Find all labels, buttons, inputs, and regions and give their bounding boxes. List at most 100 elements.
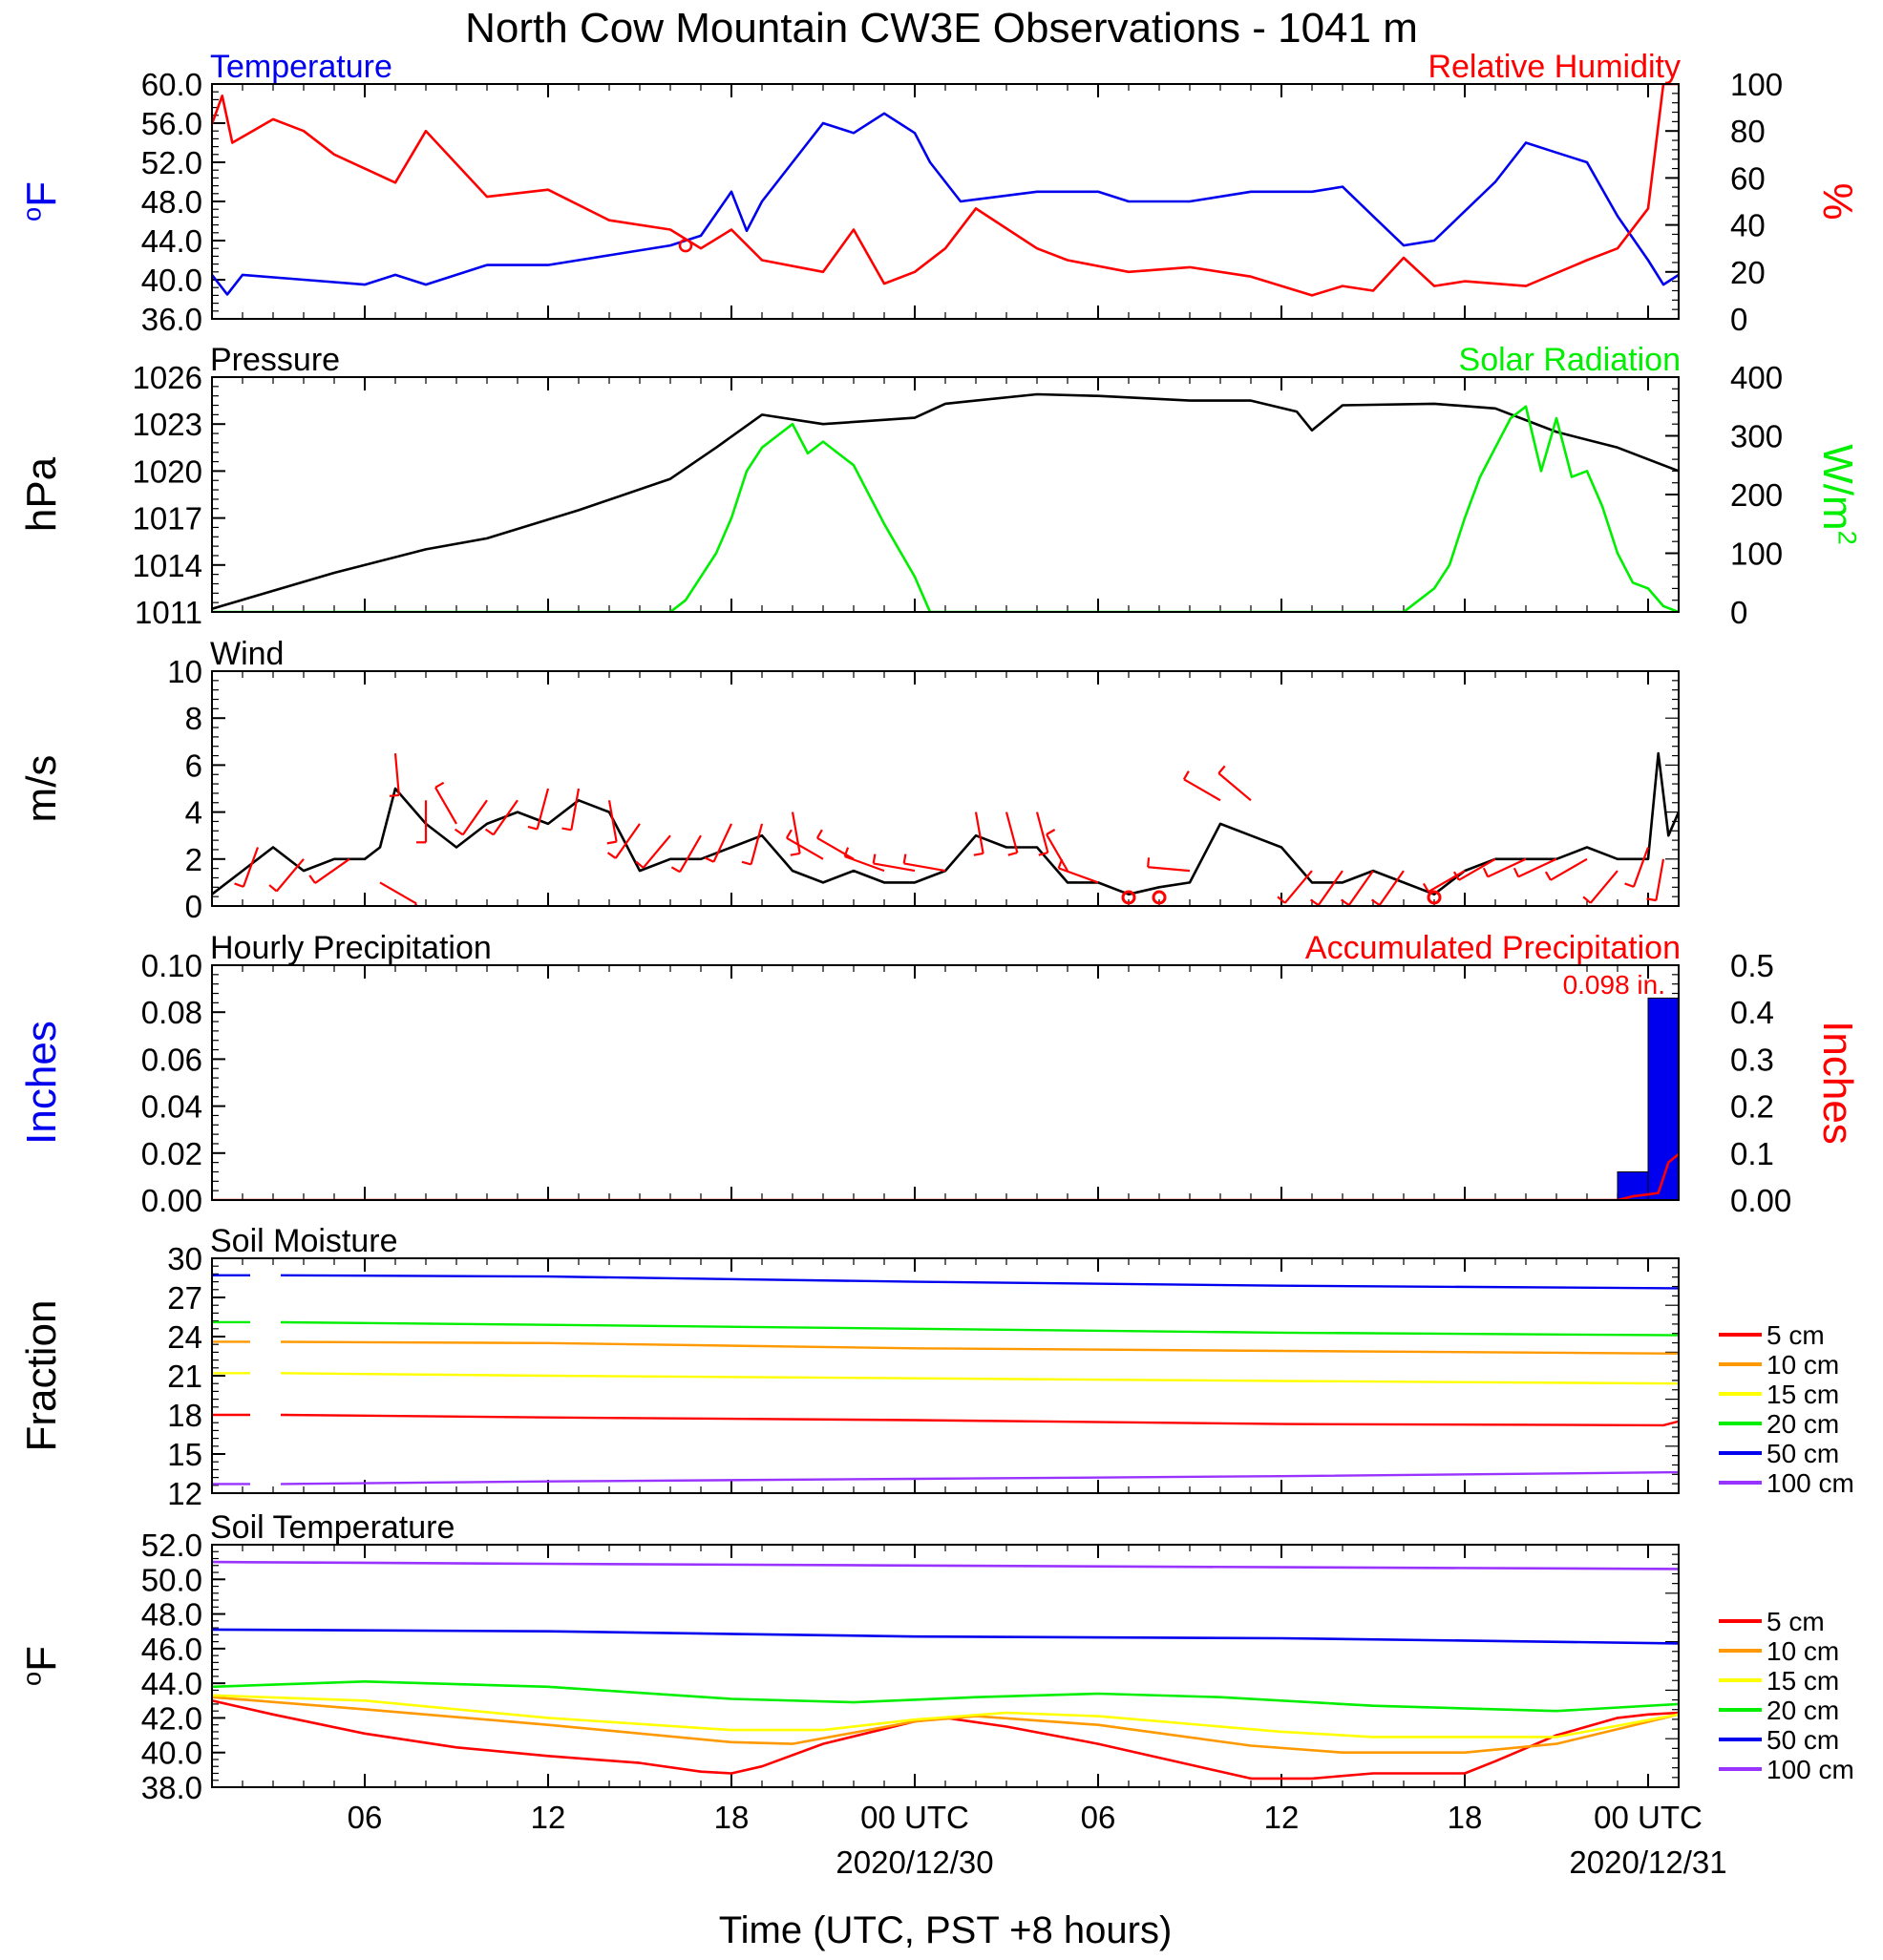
legend-entry: 15 cm [1767, 1666, 1839, 1696]
y-tick-label: 18 [167, 1398, 202, 1433]
wind-barb-flag [234, 882, 244, 888]
wind-barb-flag [1624, 882, 1635, 888]
panel-pressure-solar: 1011 1014 1017 1020 1023 1026 0 100 200 300 400 Pre… [18, 342, 1862, 630]
wind-barb-flag [268, 884, 278, 893]
legend-entry: 100 cm [1767, 1468, 1854, 1498]
y-tick-label: 36.0 [141, 302, 202, 337]
y-tick-label: 0.06 [141, 1042, 202, 1077]
wind-barb-flag [1217, 765, 1226, 774]
y-tick-label: 10 [167, 654, 202, 689]
plot-area [212, 1274, 1679, 1486]
y-right-tick-label: 0.00 [1730, 1183, 1791, 1218]
wind-barb [1058, 867, 1099, 884]
wind-barb [1517, 857, 1557, 878]
wind-barb-flag [527, 825, 538, 831]
wind-barb-flag [1057, 858, 1064, 869]
wind-barb [461, 799, 488, 835]
y-right-tick-label: 0 [1730, 595, 1747, 630]
x-tick-label: 00 UTC [1594, 1800, 1703, 1835]
wind-barb [1347, 870, 1374, 906]
panel-soil-temperature: 38.040.042.044.046.048.050.052.0 Soil Tem… [17, 1509, 1854, 1805]
figure-title: North Cow Mountain CW3E Observations - 1… [465, 5, 1418, 52]
wind-barb-flag [561, 827, 572, 832]
series-line [212, 1699, 1679, 1781]
wind-barb-flag [606, 840, 617, 845]
wind-barb [1458, 857, 1496, 881]
wind-barb [844, 855, 885, 873]
y-right-tick-label: 200 [1730, 477, 1783, 513]
wind-barb [1183, 778, 1221, 802]
wind-barb-flag [872, 854, 877, 864]
y-tick-label: 40.0 [141, 263, 202, 298]
series-line [212, 392, 1679, 610]
wind-barb [607, 800, 618, 842]
wind-barb-flag [741, 860, 751, 866]
legend-entry: 5 cm [1767, 1607, 1825, 1636]
accumulated-total-label: 0.098 in. [1563, 970, 1665, 1000]
y-right-tick-label: 300 [1730, 419, 1783, 454]
panel-frame [211, 376, 1680, 613]
legend-entry: 50 cm [1767, 1439, 1839, 1468]
plot-area [212, 751, 1679, 906]
wind-barb-flag [434, 781, 445, 789]
wind-barb [242, 847, 260, 888]
x-tick-label: 12 [531, 1800, 566, 1835]
wind-barb [1487, 857, 1527, 878]
wind-barb-flag [1452, 871, 1460, 881]
y-right-tick-label: 0.5 [1730, 948, 1774, 983]
wind-barb [679, 834, 702, 873]
plot-area [212, 997, 1679, 1200]
wind-barb-flag [389, 793, 399, 797]
series-line [280, 1372, 1679, 1385]
y-tick-label: 2 [185, 842, 202, 877]
wind-barb-flag [815, 829, 823, 839]
panel-frame [211, 1257, 1680, 1494]
series-line [212, 751, 1679, 896]
wind-calm-marker [1121, 890, 1136, 905]
y-tick-label: 60.0 [141, 67, 202, 102]
panel-title-left: Wind [210, 636, 284, 672]
legend-entry: 10 cm [1767, 1350, 1839, 1380]
x-tick-label: 06 [1081, 1800, 1116, 1835]
wind-barb-flag [1038, 852, 1048, 856]
panel-wind: 0 2 4 6 8 10 Wind m/s [18, 636, 1680, 924]
panel-frame [211, 964, 1680, 1201]
wind-barb-flag [1309, 898, 1320, 906]
wind-barb [1217, 772, 1252, 802]
wind-barb [492, 799, 518, 835]
wind-barb-flag [1370, 898, 1381, 906]
series-line [280, 1413, 1679, 1427]
wind-barb [379, 881, 417, 905]
wind-barb-flag [670, 866, 681, 874]
wind-barb [275, 858, 305, 893]
y-axis-label-right: % [1814, 182, 1861, 220]
panel-precipitation: 0.00 0.02 0.04 0.06 0.08 0.10 0.00 0.1 0.2 0.3 0.4… [18, 930, 1861, 1218]
x-date-label: 2020/12/31 [1569, 1844, 1726, 1880]
wind-barb [816, 836, 855, 860]
series-line [212, 1152, 1679, 1200]
x-tick-label: 18 [1448, 1800, 1483, 1835]
plot-area [212, 1560, 1679, 1781]
panel-title-left: Soil Temperature [210, 1509, 455, 1546]
wind-barb [314, 857, 350, 884]
panel-frame [211, 83, 1680, 320]
y-tick-label: 0 [185, 889, 202, 924]
wind-barb [1428, 870, 1466, 894]
y-tick-label: 4 [185, 795, 202, 831]
panel-title-left: Temperature [210, 49, 392, 85]
y-right-tick-label: 60 [1730, 160, 1766, 196]
series-line [280, 1340, 1679, 1356]
wind-barb-flag [1147, 857, 1151, 868]
wind-barb [1148, 866, 1191, 873]
wind-barb-flag [785, 829, 793, 839]
x-axis: 06 12 18 00 UTC 2020/12/30 06 12 18 00 UTC 2020/1… [348, 1800, 1727, 1880]
wind-barb-flag [1422, 882, 1429, 893]
series-line [212, 405, 1679, 612]
wind-barb-flag [1646, 897, 1657, 902]
wind-barb [614, 823, 641, 859]
wind-barb [1005, 811, 1019, 854]
y-axis-label: Inches [18, 1021, 65, 1145]
y-tick-label: 1014 [133, 548, 202, 583]
wind-barb-flag [902, 854, 907, 864]
